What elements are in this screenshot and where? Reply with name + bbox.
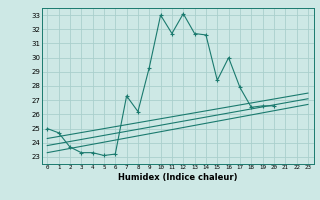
X-axis label: Humidex (Indice chaleur): Humidex (Indice chaleur): [118, 173, 237, 182]
